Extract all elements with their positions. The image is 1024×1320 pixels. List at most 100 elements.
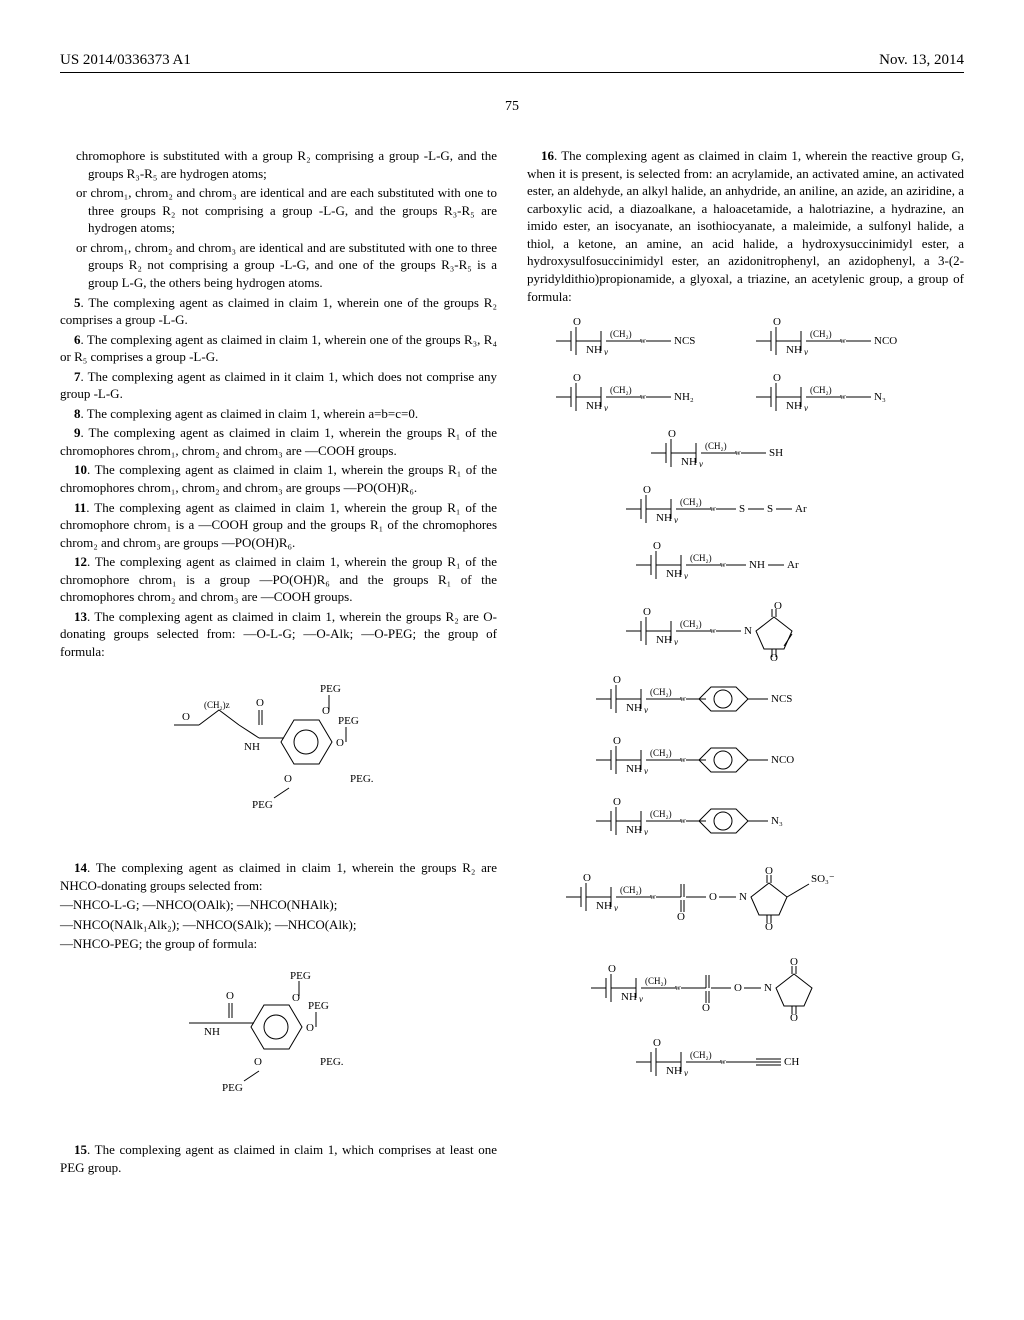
svg-text:O: O bbox=[765, 921, 773, 933]
claim-text: The complexing agent as claimed in claim… bbox=[87, 406, 418, 421]
svg-text:w: w bbox=[640, 336, 646, 345]
page-header: US 2014/0336373 A1 Nov. 13, 2014 bbox=[60, 50, 964, 73]
svg-text:v: v bbox=[699, 459, 703, 469]
svg-text:w: w bbox=[650, 892, 656, 901]
svg-text:(CH₂): (CH₂) bbox=[650, 687, 672, 697]
right-column: 16. The complexing agent as claimed in c… bbox=[527, 147, 964, 1178]
svg-text:PEG: PEG bbox=[320, 683, 341, 695]
svg-text:O: O bbox=[668, 428, 676, 440]
svg-text:(CH₂): (CH₂) bbox=[680, 497, 702, 507]
svg-text:NH: NH bbox=[586, 344, 602, 356]
svg-text:O: O bbox=[613, 735, 621, 747]
svg-text:PEG: PEG bbox=[290, 970, 311, 982]
formula-row-phn3: O NH v (CH₂) w N₃ bbox=[586, 791, 906, 846]
svg-text:PEG: PEG bbox=[222, 1082, 243, 1094]
formula-row-nhar: O NH v (CH₂) w NH Ar bbox=[606, 537, 886, 587]
claim-text: The complexing agent as claimed in claim… bbox=[60, 462, 497, 495]
svg-text:NH: NH bbox=[244, 741, 260, 753]
svg-text:N₃: N₃ bbox=[771, 815, 783, 827]
svg-text:(CH₂)z: (CH₂)z bbox=[204, 700, 230, 710]
claim-15: 15. The complexing agent as claimed in c… bbox=[60, 1141, 497, 1176]
claim-text: The complexing agent as claimed in claim… bbox=[60, 554, 497, 604]
svg-text:Ar: Ar bbox=[795, 503, 807, 515]
claim-14-line4: —NHCO-PEG; the group of formula: bbox=[60, 935, 497, 953]
svg-text:v: v bbox=[674, 637, 678, 647]
svg-text:NH: NH bbox=[586, 400, 602, 412]
chemical-structures-claim16: O NH v (CH₂) w NCS O bbox=[527, 313, 964, 1084]
svg-text:S: S bbox=[767, 503, 773, 515]
svg-text:N: N bbox=[764, 982, 772, 994]
svg-text:NCS: NCS bbox=[771, 693, 792, 705]
svg-text:w: w bbox=[680, 816, 686, 825]
body-text: chromophore is substituted with a group … bbox=[60, 147, 497, 182]
svg-text:v: v bbox=[804, 403, 808, 413]
svg-text:PEG: PEG bbox=[252, 799, 273, 811]
svg-text:O: O bbox=[284, 773, 292, 785]
claim-5: 5. The complexing agent as claimed in cl… bbox=[60, 294, 497, 329]
svg-text:v: v bbox=[644, 827, 648, 837]
svg-text:O: O bbox=[573, 316, 581, 328]
svg-text:w: w bbox=[720, 1057, 726, 1066]
svg-text:O: O bbox=[613, 674, 621, 686]
svg-text:O: O bbox=[765, 865, 773, 877]
svg-text:SO₃⁻: SO₃⁻ bbox=[811, 873, 835, 885]
claim-9: 9. The complexing agent as claimed in cl… bbox=[60, 424, 497, 459]
svg-text:(CH₂): (CH₂) bbox=[620, 885, 642, 895]
svg-text:(CH₂): (CH₂) bbox=[690, 553, 712, 563]
doc-date: Nov. 13, 2014 bbox=[879, 50, 964, 70]
formula-row-phncs: O NH v (CH₂) w NCS bbox=[586, 669, 906, 724]
svg-text:CH: CH bbox=[784, 1056, 799, 1068]
svg-text:(CH₂): (CH₂) bbox=[610, 385, 632, 395]
claim-13: 13. The complexing agent as claimed in c… bbox=[60, 608, 497, 661]
doc-number: US 2014/0336373 A1 bbox=[60, 50, 191, 70]
claim-text: The complexing agent as claimed in claim… bbox=[60, 860, 497, 893]
svg-text:N: N bbox=[739, 891, 747, 903]
svg-text:v: v bbox=[804, 347, 808, 357]
svg-text:O: O bbox=[702, 1002, 710, 1014]
svg-text:O: O bbox=[773, 316, 781, 328]
svg-text:(CH₂): (CH₂) bbox=[810, 385, 832, 395]
formula-row-sh: O NH v (CH₂) w SH bbox=[621, 425, 871, 475]
claim-text: The complexing agent as claimed in claim… bbox=[527, 148, 964, 303]
formula-row-alkyne: O NH v (CH₂) w CH bbox=[606, 1034, 886, 1084]
svg-text:O: O bbox=[306, 1022, 314, 1034]
svg-text:O: O bbox=[770, 652, 778, 663]
claim-text: The complexing agent as claimed in claim… bbox=[60, 500, 497, 550]
svg-text:v: v bbox=[684, 1068, 688, 1078]
left-column: chromophore is substituted with a group … bbox=[60, 147, 497, 1178]
claim-text: The complexing agent as claimed in claim… bbox=[60, 295, 497, 328]
svg-text:N₃: N₃ bbox=[874, 391, 886, 403]
svg-text:O: O bbox=[677, 911, 685, 923]
svg-text:O: O bbox=[573, 372, 581, 384]
svg-text:Ar: Ar bbox=[787, 559, 799, 571]
formula-row-nh2-n3: O NH v (CH₂) w NH₂ O bbox=[546, 369, 946, 419]
claim-text: The complexing agent as claimed in claim… bbox=[60, 1142, 497, 1175]
svg-text:w: w bbox=[675, 983, 681, 992]
svg-text:O: O bbox=[773, 372, 781, 384]
svg-text:PEG: PEG bbox=[338, 715, 359, 727]
svg-text:v: v bbox=[684, 571, 688, 581]
page-number: 75 bbox=[60, 98, 964, 117]
svg-text:(CH₂): (CH₂) bbox=[645, 976, 667, 986]
svg-text:O: O bbox=[254, 1056, 262, 1068]
svg-text:NH: NH bbox=[681, 456, 697, 468]
svg-text:O: O bbox=[643, 606, 651, 618]
svg-text:NH: NH bbox=[626, 763, 642, 775]
svg-text:NH: NH bbox=[749, 559, 765, 571]
formula-row-phnco: O NH v (CH₂) w NCO bbox=[586, 730, 906, 785]
svg-text:(CH₂): (CH₂) bbox=[650, 809, 672, 819]
claim-14-line3: —NHCO(NAlk₁Alk₂); —NHCO(SAlk); —NHCO(Alk… bbox=[60, 916, 497, 934]
svg-text:v: v bbox=[674, 515, 678, 525]
svg-text:O: O bbox=[653, 540, 661, 552]
claim-10: 10. The complexing agent as claimed in c… bbox=[60, 461, 497, 496]
svg-text:(CH₂): (CH₂) bbox=[680, 619, 702, 629]
svg-text:NH: NH bbox=[596, 900, 612, 912]
formula-row-ncs-nco: O NH v (CH₂) w NCS O bbox=[546, 313, 946, 363]
svg-text:w: w bbox=[710, 504, 716, 513]
svg-text:NH: NH bbox=[626, 702, 642, 714]
svg-text:O: O bbox=[734, 982, 742, 994]
claim-14-line2: —NHCO-L-G; —NHCO(OAlk); —NHCO(NHAlk); bbox=[60, 896, 497, 914]
svg-text:NH: NH bbox=[666, 568, 682, 580]
svg-text:NH: NH bbox=[786, 400, 802, 412]
formula-row-sulfonhs: O NH v (CH₂) w O O N bbox=[561, 852, 931, 937]
